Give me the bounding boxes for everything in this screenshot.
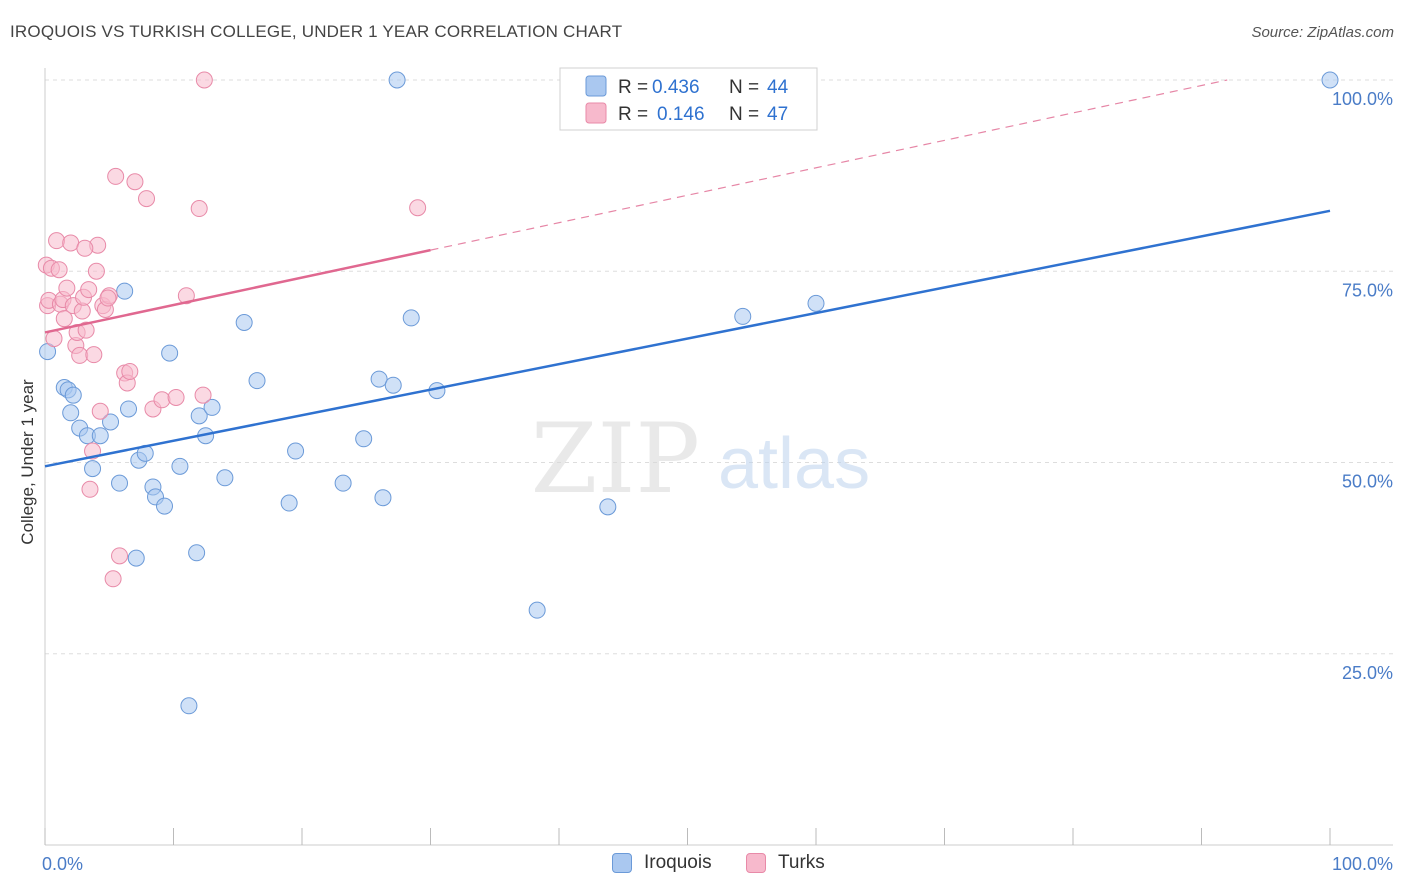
turks-point [107, 167, 125, 185]
bottom-legend-iroquois-swatch [612, 853, 632, 873]
legend-iroquois-r-value: 0.436 [652, 77, 700, 98]
turks-point [81, 480, 99, 498]
y-tick-label: 100.0% [1332, 89, 1393, 109]
iroquois-point [807, 294, 825, 312]
turks-point [194, 386, 212, 404]
stats-legend: R = 0.436 N = 44 R = 0.146 N = 47 [559, 67, 818, 131]
iroquois-point [402, 309, 420, 327]
turks-point [99, 289, 117, 307]
iroquois-point [734, 307, 752, 325]
x-tick-label-max: 100.0% [1332, 854, 1393, 874]
turks-point [55, 310, 73, 328]
iroquois-point [102, 413, 120, 431]
turks-point [71, 346, 89, 364]
turks-point [48, 232, 66, 250]
iroquois-point [280, 494, 298, 512]
iroquois-point [388, 71, 406, 89]
iroquois-point [180, 697, 198, 715]
iroquois-point [120, 400, 138, 418]
turks-point [58, 279, 76, 297]
legend-iroquois-swatch [585, 75, 607, 97]
iroquois-point [370, 370, 388, 388]
turks-points [37, 71, 427, 588]
iroquois-points [39, 71, 1339, 715]
grid-lines [45, 79, 1395, 655]
turks-trend-line-extension [430, 79, 1228, 251]
bottom-legend-iroquois-label: Iroquois [644, 852, 712, 873]
iroquois-point [384, 376, 402, 394]
iroquois-point [287, 442, 305, 460]
iroquois-point [161, 344, 179, 362]
turks-point [195, 71, 213, 89]
axes [44, 68, 1393, 846]
iroquois-point [235, 314, 253, 332]
turks-point [87, 262, 105, 280]
watermark-zip: ZIP [531, 403, 700, 515]
trend-lines [44, 79, 1331, 468]
chart-source: Source: ZipAtlas.com [1251, 24, 1394, 41]
y-tick-label: 25.0% [1342, 663, 1393, 683]
iroquois-point [599, 498, 617, 516]
watermark-atlas: atlas [718, 424, 870, 504]
turks-point [85, 346, 103, 364]
bottom-legend-turks: Turks [746, 852, 825, 874]
legend-turks-n-label: N = [729, 104, 759, 125]
turks-point [76, 239, 94, 257]
turks-point [190, 200, 208, 218]
iroquois-point [62, 404, 80, 422]
turks-point [77, 321, 95, 339]
turks-point [121, 362, 139, 380]
bottom-legend-turks-label: Turks [778, 852, 825, 873]
iroquois-point [1321, 71, 1339, 89]
legend-turks-swatch [585, 102, 607, 124]
iroquois-point [203, 398, 221, 416]
bottom-legend-turks-swatch [746, 853, 766, 873]
turks-point [177, 287, 195, 305]
iroquois-point [188, 544, 206, 562]
iroquois-point [116, 282, 134, 300]
turks-point [153, 391, 171, 409]
turks-point [50, 261, 68, 279]
y-tick-label: 75.0% [1342, 280, 1393, 300]
turks-point [138, 190, 156, 208]
legend-iroquois-n-label: N = [729, 77, 759, 98]
legend-turks-n-value: 47 [767, 104, 788, 125]
iroquois-point [91, 427, 109, 445]
legend-turks-r-value: 0.146 [657, 104, 705, 125]
bottom-legend-iroquois: Iroquois [612, 852, 712, 874]
iroquois-point [171, 457, 189, 475]
chart-title: IROQUOIS VS TURKISH COLLEGE, UNDER 1 YEA… [10, 22, 623, 41]
turks-point [409, 199, 427, 217]
iroquois-point [111, 474, 129, 492]
iroquois-point [216, 469, 234, 487]
turks-trend-line [44, 248, 431, 334]
x-tick-label-min: 0.0% [42, 854, 83, 874]
iroquois-point [156, 497, 174, 515]
iroquois-point [355, 430, 373, 448]
turks-point [80, 281, 98, 299]
y-tick-label: 50.0% [1342, 472, 1393, 492]
turks-point [91, 402, 109, 420]
iroquois-trend-line [44, 209, 1331, 468]
iroquois-point [374, 489, 392, 507]
turks-point [104, 570, 122, 588]
watermark: ZIP atlas [531, 403, 870, 515]
iroquois-point [190, 407, 208, 425]
iroquois-point [528, 601, 546, 619]
iroquois-point [64, 386, 82, 404]
turks-point [111, 547, 129, 565]
iroquois-point [84, 460, 102, 478]
legend-turks-r-label: R = [618, 104, 648, 125]
iroquois-point [334, 474, 352, 492]
legend-iroquois-n-value: 44 [767, 77, 789, 98]
turks-point [62, 234, 80, 252]
iroquois-point [248, 372, 266, 390]
turks-point [167, 388, 185, 406]
iroquois-point [127, 549, 145, 567]
legend-iroquois-r-label: R = [618, 77, 648, 98]
tick-labels: 25.0% 50.0% 75.0% 100.0% 0.0% 100.0% [42, 89, 1393, 874]
turks-point [126, 173, 144, 191]
